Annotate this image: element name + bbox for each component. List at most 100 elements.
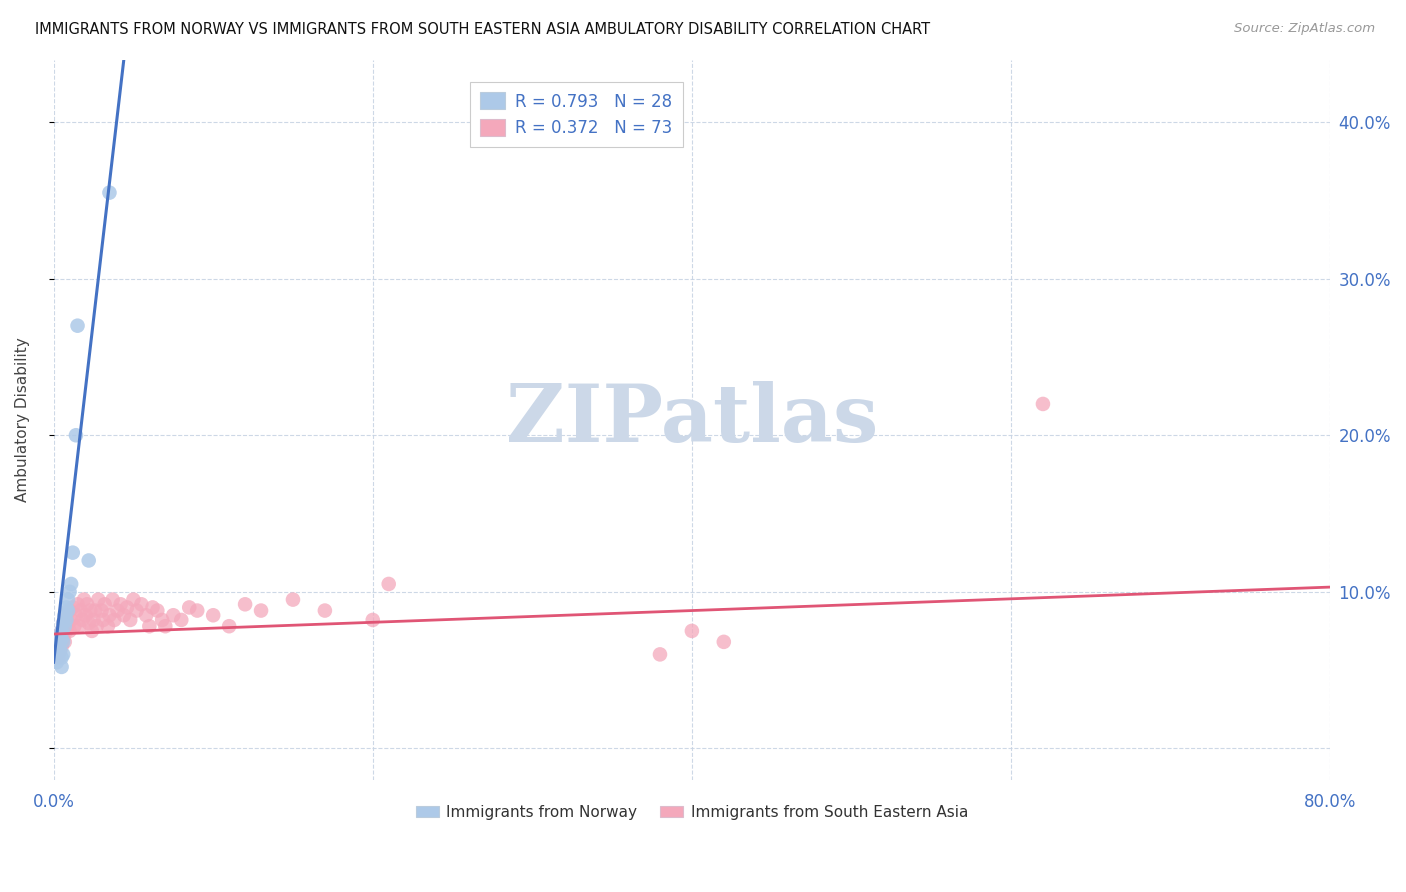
Point xyxy=(52,632,75,646)
Point xyxy=(79,603,101,617)
Point xyxy=(49,644,72,658)
Point xyxy=(49,644,72,658)
Point xyxy=(110,597,132,611)
Point xyxy=(58,624,80,638)
Point xyxy=(51,632,73,646)
Y-axis label: Ambulatory Disability: Ambulatory Disability xyxy=(15,337,30,502)
Point xyxy=(69,603,91,617)
Point xyxy=(77,616,100,631)
Point xyxy=(44,640,66,654)
Point xyxy=(107,603,129,617)
Point xyxy=(76,597,98,611)
Point xyxy=(52,635,75,649)
Text: IMMIGRANTS FROM NORWAY VS IMMIGRANTS FROM SOUTH EASTERN ASIA AMBULATORY DISABILI: IMMIGRANTS FROM NORWAY VS IMMIGRANTS FRO… xyxy=(35,22,931,37)
Point xyxy=(55,624,77,638)
Point xyxy=(58,603,80,617)
Point xyxy=(75,608,97,623)
Point xyxy=(83,613,105,627)
Point xyxy=(66,318,89,333)
Point xyxy=(122,592,145,607)
Point xyxy=(713,635,735,649)
Point xyxy=(52,648,75,662)
Point xyxy=(51,624,73,638)
Point xyxy=(250,603,273,617)
Point xyxy=(55,600,77,615)
Point xyxy=(80,624,103,638)
Point xyxy=(101,592,124,607)
Point xyxy=(681,624,703,638)
Point xyxy=(131,597,153,611)
Point xyxy=(84,603,107,617)
Point xyxy=(146,603,169,617)
Point xyxy=(56,616,79,631)
Point xyxy=(281,592,304,607)
Point xyxy=(62,600,84,615)
Point xyxy=(48,640,70,654)
Point xyxy=(90,603,112,617)
Point xyxy=(51,660,73,674)
Point xyxy=(218,619,240,633)
Point xyxy=(233,597,256,611)
Point xyxy=(45,655,67,669)
Point xyxy=(93,597,115,611)
Point xyxy=(60,613,83,627)
Point xyxy=(98,186,121,200)
Point xyxy=(202,608,225,623)
Point xyxy=(65,428,87,442)
Point xyxy=(125,603,148,617)
Point xyxy=(52,616,75,631)
Point xyxy=(55,608,77,623)
Point xyxy=(60,577,83,591)
Point xyxy=(51,650,73,665)
Point xyxy=(48,650,70,665)
Point xyxy=(62,546,84,560)
Point xyxy=(48,629,70,643)
Point xyxy=(72,613,94,627)
Point xyxy=(186,603,208,617)
Point xyxy=(49,635,72,649)
Point xyxy=(77,553,100,567)
Point xyxy=(141,600,163,615)
Point xyxy=(53,619,76,633)
Point xyxy=(66,597,89,611)
Point xyxy=(138,619,160,633)
Legend: Immigrants from Norway, Immigrants from South Eastern Asia: Immigrants from Norway, Immigrants from … xyxy=(409,798,974,826)
Point xyxy=(115,600,138,615)
Point xyxy=(648,648,671,662)
Point xyxy=(91,613,114,627)
Point xyxy=(120,613,142,627)
Point xyxy=(53,619,76,633)
Point xyxy=(53,608,76,623)
Point xyxy=(314,603,336,617)
Point xyxy=(112,608,135,623)
Point xyxy=(45,648,67,662)
Point xyxy=(377,577,399,591)
Text: Source: ZipAtlas.com: Source: ZipAtlas.com xyxy=(1234,22,1375,36)
Point xyxy=(155,619,177,633)
Point xyxy=(67,619,90,633)
Point xyxy=(361,613,384,627)
Point xyxy=(97,619,120,633)
Point xyxy=(56,603,79,617)
Point xyxy=(170,613,193,627)
Point xyxy=(49,629,72,643)
Point xyxy=(45,632,67,646)
Point xyxy=(162,608,184,623)
Point xyxy=(63,619,86,633)
Text: ZIPatlas: ZIPatlas xyxy=(506,381,877,458)
Point xyxy=(87,592,110,607)
Point xyxy=(65,608,87,623)
Point xyxy=(45,648,67,662)
Point xyxy=(73,592,96,607)
Point xyxy=(53,635,76,649)
Point xyxy=(51,640,73,654)
Point xyxy=(135,608,157,623)
Point xyxy=(1032,397,1054,411)
Point xyxy=(44,640,66,654)
Point xyxy=(86,619,108,633)
Point xyxy=(150,613,173,627)
Point xyxy=(55,613,77,627)
Point xyxy=(103,613,125,627)
Point xyxy=(179,600,201,615)
Point xyxy=(58,584,80,599)
